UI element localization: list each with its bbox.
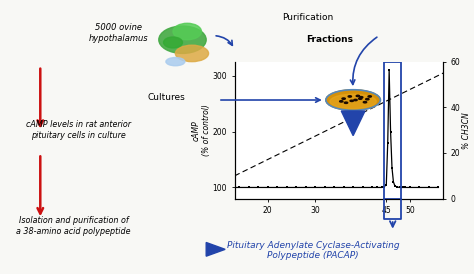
Polygon shape (206, 242, 225, 256)
Text: Cultures: Cultures (147, 93, 185, 102)
Text: cAMP levels in rat anterior
pituitary cells in culture: cAMP levels in rat anterior pituitary ce… (26, 121, 131, 140)
Ellipse shape (348, 96, 351, 97)
Ellipse shape (339, 101, 343, 102)
Ellipse shape (326, 90, 380, 110)
Ellipse shape (159, 26, 206, 53)
Ellipse shape (359, 96, 363, 98)
Text: Pituitary Adenylate Cyclase-Activating
Polypeptide (PACAP): Pituitary Adenylate Cyclase-Activating P… (227, 241, 399, 260)
Ellipse shape (350, 100, 353, 102)
Bar (384, 62, 401, 199)
Y-axis label: cAMP
(% of control): cAMP (% of control) (191, 104, 211, 156)
Ellipse shape (356, 95, 359, 97)
Ellipse shape (164, 37, 182, 48)
Ellipse shape (344, 102, 348, 104)
Ellipse shape (342, 98, 345, 99)
Ellipse shape (173, 23, 201, 40)
Ellipse shape (175, 45, 209, 62)
Text: Purification: Purification (282, 13, 333, 22)
Text: 5000 ovine
hypothalamus: 5000 ovine hypothalamus (89, 23, 148, 43)
Ellipse shape (166, 58, 185, 66)
Ellipse shape (363, 102, 367, 103)
Text: Isolation and purification of
a 38-amino acid polypeptide: Isolation and purification of a 38-amino… (16, 216, 131, 236)
Ellipse shape (368, 96, 372, 97)
Ellipse shape (354, 99, 357, 101)
Polygon shape (341, 111, 365, 136)
Y-axis label: % CH3CN: % CH3CN (462, 112, 471, 149)
Text: Fractions: Fractions (306, 35, 353, 44)
Ellipse shape (366, 98, 369, 100)
Ellipse shape (330, 94, 376, 109)
Ellipse shape (358, 98, 362, 99)
